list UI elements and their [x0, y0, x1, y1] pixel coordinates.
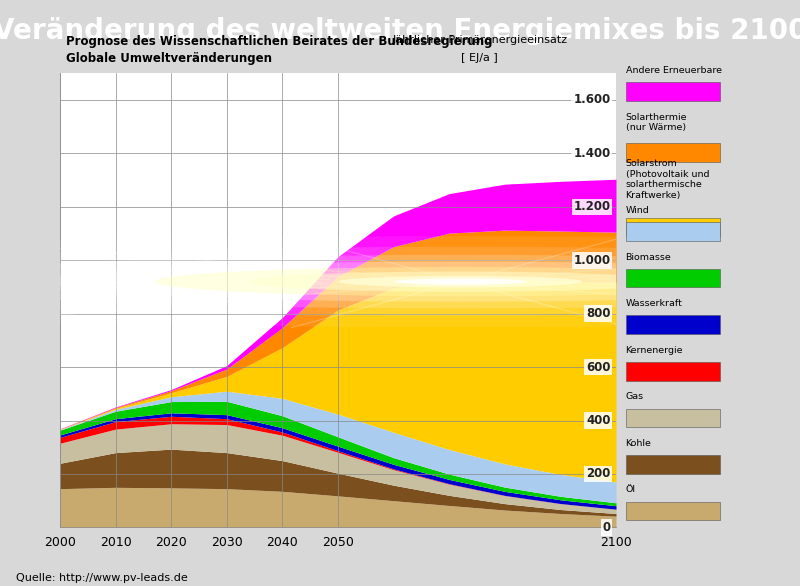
Text: 400: 400 — [586, 414, 610, 427]
FancyBboxPatch shape — [626, 83, 720, 101]
Circle shape — [394, 278, 527, 285]
Circle shape — [427, 280, 494, 283]
Circle shape — [154, 267, 766, 297]
FancyBboxPatch shape — [626, 315, 720, 334]
Text: Solarthermie
(nur Wärme): Solarthermie (nur Wärme) — [626, 113, 687, 132]
Text: Gas: Gas — [626, 392, 644, 401]
Text: 1.200: 1.200 — [574, 200, 610, 213]
FancyBboxPatch shape — [626, 362, 720, 381]
Circle shape — [43, 261, 800, 302]
Text: Prognose des Wissenschaftlichen Beirates der Bundesregierung: Prognose des Wissenschaftlichen Beirates… — [66, 35, 492, 47]
Text: 1.400: 1.400 — [573, 147, 610, 160]
Text: Globale Umweltveränderungen: Globale Umweltveränderungen — [66, 52, 271, 65]
Text: 600: 600 — [586, 360, 610, 374]
Text: Biomasse: Biomasse — [626, 253, 671, 261]
Text: Jährlicher Primärenergieeinsatz: Jährlicher Primärenergieeinsatz — [392, 35, 567, 45]
Text: Solarstrom
(Photovoltaik und
solarthermische
Kraftwerke): Solarstrom (Photovoltaik und solarthermi… — [626, 159, 709, 200]
Text: Quelle: http://www.pv-leads.de: Quelle: http://www.pv-leads.de — [16, 573, 188, 583]
Circle shape — [0, 247, 800, 316]
Text: 800: 800 — [586, 307, 610, 320]
FancyBboxPatch shape — [626, 408, 720, 427]
Text: Kernenergie: Kernenergie — [626, 346, 683, 355]
Text: 200: 200 — [586, 468, 610, 481]
Circle shape — [0, 236, 800, 327]
Text: Öl: Öl — [626, 485, 636, 495]
FancyBboxPatch shape — [626, 269, 720, 288]
Text: 0: 0 — [602, 521, 610, 534]
FancyBboxPatch shape — [626, 502, 720, 520]
Text: Wind: Wind — [626, 206, 650, 215]
Circle shape — [0, 255, 800, 308]
Text: Kohle: Kohle — [626, 439, 651, 448]
Text: [ EJ/a ]: [ EJ/a ] — [462, 53, 498, 63]
Circle shape — [338, 276, 582, 288]
FancyBboxPatch shape — [626, 455, 720, 474]
Text: Andere Erneuerbare: Andere Erneuerbare — [626, 66, 722, 75]
FancyBboxPatch shape — [626, 143, 720, 162]
FancyBboxPatch shape — [626, 222, 720, 241]
Text: 1.600: 1.600 — [573, 93, 610, 107]
Text: Wasserkraft: Wasserkraft — [626, 299, 682, 308]
Circle shape — [249, 271, 671, 292]
Text: 1.000: 1.000 — [574, 254, 610, 267]
FancyBboxPatch shape — [626, 217, 720, 236]
Text: Veränderung des weltweiten Energiemixes bis 2100: Veränderung des weltweiten Energiemixes … — [0, 17, 800, 45]
